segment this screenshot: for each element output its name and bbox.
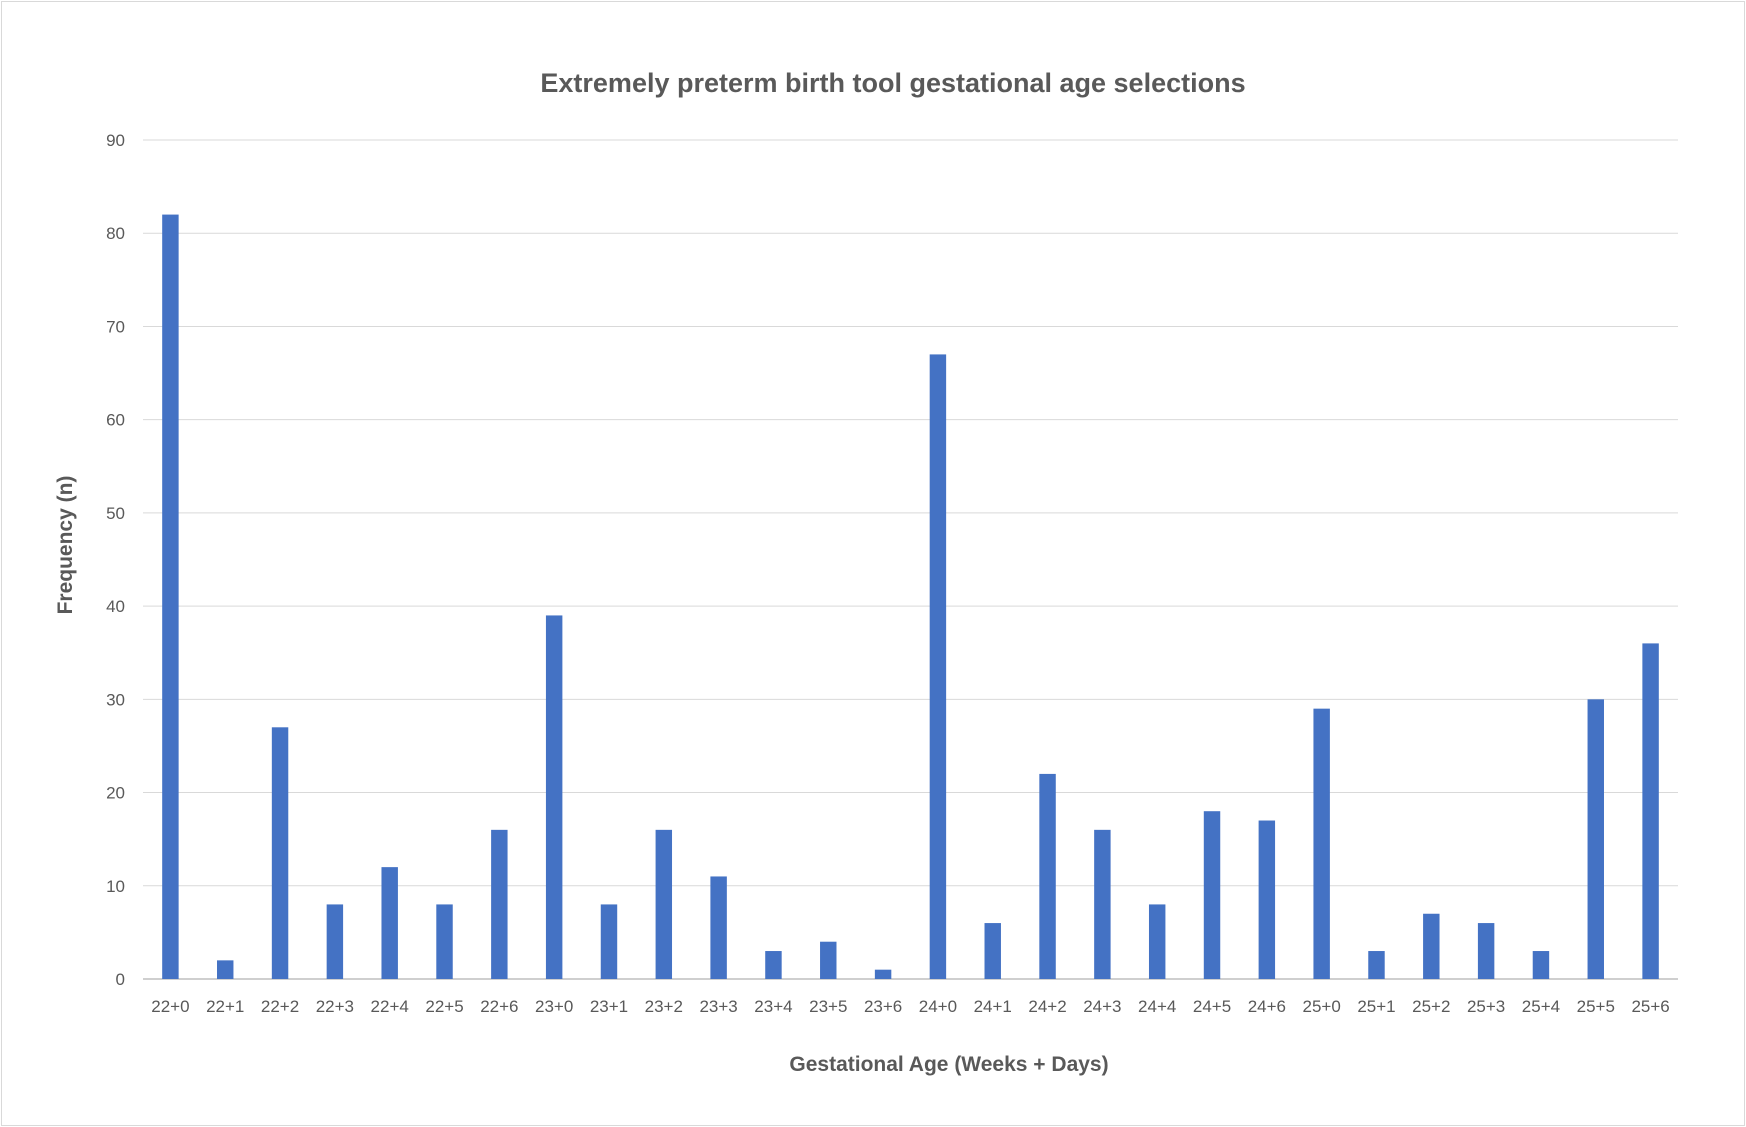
y-axis-title: Frequency (n) [54,476,77,615]
bar-23+0 [545,615,563,979]
x-tick-label: 24+0 [919,997,957,1016]
y-tick-label: 90 [106,131,125,150]
y-tick-label: 50 [106,504,125,523]
bar-23+6 [874,969,892,979]
x-tick-label: 25+3 [1467,997,1505,1016]
y-tick-label: 0 [116,970,125,989]
bar-24+6 [1258,820,1276,979]
y-tick-label: 80 [106,224,125,243]
x-tick-label: 23+0 [535,997,573,1016]
y-tick-label: 60 [106,411,125,430]
bar-24+1 [984,923,1001,979]
x-tick-label: 23+2 [645,997,683,1016]
x-tick-label: 23+6 [864,997,902,1016]
y-tick-label: 30 [106,690,125,709]
x-tick-label: 22+0 [151,997,189,1016]
x-tick-label: 25+4 [1522,997,1560,1016]
x-tick-label: 24+4 [1138,997,1176,1016]
x-tick-label: 23+5 [809,997,847,1016]
x-tick-label: 22+1 [206,997,244,1016]
bar-22+3 [326,904,344,979]
y-tick-label: 20 [106,784,125,803]
bar-22+1 [217,960,234,979]
bar-22+2 [271,727,289,979]
x-tick-label: 25+6 [1631,997,1669,1016]
bar-24+3 [1094,829,1111,979]
bar-25+1 [1368,951,1385,979]
x-tick-label: 23+3 [699,997,737,1016]
bar-24+2 [1039,773,1056,979]
x-tick-label: 25+5 [1577,997,1615,1016]
bar-24+0 [929,354,947,979]
y-tick-label: 40 [106,597,125,616]
bar-23+3 [710,876,727,979]
x-tick-label: 25+1 [1357,997,1395,1016]
bar-25+0 [1313,708,1330,979]
x-tick-label: 22+2 [261,997,299,1016]
x-tick-label: 22+3 [316,997,354,1016]
bar-22+5 [436,904,453,979]
y-tick-label: 70 [106,317,125,336]
bar-23+1 [600,904,618,979]
bar-25+5 [1587,699,1604,979]
bar-22+0 [162,214,179,980]
x-tick-label: 24+3 [1083,997,1121,1016]
x-tick-label: 22+5 [425,997,463,1016]
bar-25+4 [1532,951,1550,979]
x-tick-label: 25+0 [1303,997,1341,1016]
x-tick-label: 23+1 [590,997,628,1016]
bar-23+4 [765,951,782,979]
x-tick-labels: 22+0 22+1 22+2 22+3 22+4 22+5 22+6 23+0 23+1 23+2… [151,997,1669,1016]
bar-25+2 [1423,913,1440,979]
bar-22+4 [381,867,398,979]
bar-24+4 [1148,904,1166,979]
x-tick-label: 24+5 [1193,997,1231,1016]
x-tick-label: 22+4 [371,997,409,1016]
bar-23+5 [820,941,837,979]
bar-22+6 [491,829,508,979]
chart-title: Extremely preterm birth tool gestational… [540,68,1245,98]
bar-23+2 [655,829,673,979]
bar-25+3 [1477,923,1495,979]
bars [162,214,1659,980]
bar-25+6 [1642,643,1659,979]
x-tick-label: 24+1 [974,997,1012,1016]
bar-24+5 [1203,811,1221,979]
x-tick-label: 25+2 [1412,997,1450,1016]
x-tick-label: 24+2 [1028,997,1066,1016]
x-tick-label: 22+6 [480,997,518,1016]
x-tick-label: 24+6 [1248,997,1286,1016]
x-tick-label: 23+4 [754,997,792,1016]
y-tick-label: 10 [106,877,125,896]
x-axis-title: Gestational Age (Weeks + Days) [789,1053,1108,1076]
y-tick-labels: 0 10 20 30 40 50 60 70 80 90 [106,131,125,989]
gridlines [143,139,1678,980]
